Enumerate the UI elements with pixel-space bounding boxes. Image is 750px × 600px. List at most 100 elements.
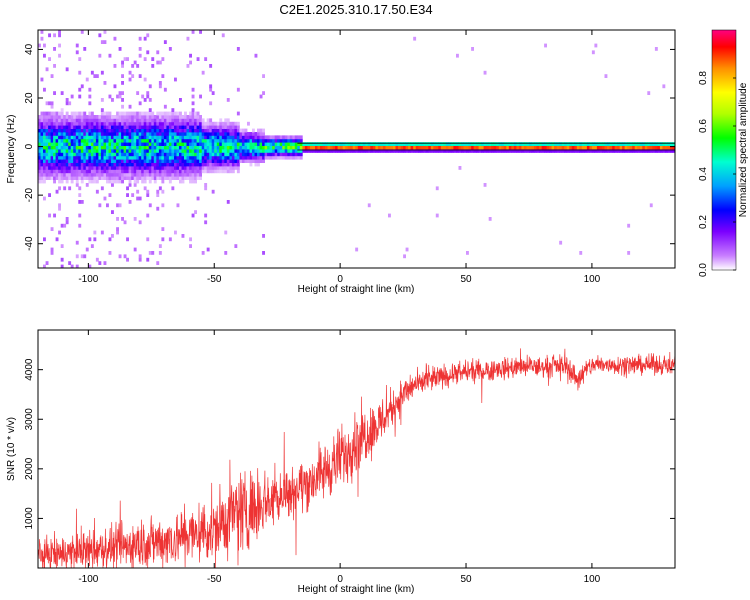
spectrogram-cell [131, 138, 135, 143]
spectrogram-cell [163, 149, 167, 153]
spectrogram-cell [168, 125, 172, 129]
spectrogram-cell [158, 81, 162, 85]
spectrogram-cell [214, 125, 218, 129]
spectrogram-cell [186, 152, 190, 157]
spectrogram-cell [126, 155, 129, 160]
spectrogram-cell [80, 121, 84, 126]
spectrogram-cell [272, 135, 276, 140]
spectrogram-cell [209, 145, 213, 150]
spectrogram-cell [279, 135, 283, 140]
spectrogram-cell [103, 142, 107, 146]
spectrogram-cell [128, 152, 132, 157]
spectrogram-cell [108, 149, 112, 153]
spectrogram-cell [262, 128, 265, 133]
spectrogram-cell [229, 166, 233, 170]
spectrogram-cell [647, 145, 651, 150]
spectrogram-cell [403, 142, 406, 146]
spectrogram-cell [166, 159, 170, 163]
spectrogram-cell [136, 179, 140, 184]
spectrogram-cell [257, 142, 260, 146]
spectrogram-cell [609, 142, 613, 146]
spectrogram-cell [388, 213, 391, 218]
spectrogram-cell [315, 145, 318, 150]
colorbar-tick-label: 0.8 [698, 71, 709, 85]
spectrogram-cell [85, 159, 89, 163]
spectrogram-cell [118, 162, 122, 167]
spectrogram-cell [100, 128, 104, 133]
spectrogram-cell [168, 115, 172, 119]
spectrogram-cell [252, 132, 255, 136]
spectrogram-cell [292, 135, 296, 140]
spectrogram-cell [249, 138, 253, 143]
spectrogram-cell [209, 159, 213, 163]
spectrogram-cell [58, 30, 61, 34]
spectrogram-cell [133, 132, 137, 136]
spectrogram-cell [156, 138, 160, 143]
spectrogram-cell [158, 60, 162, 65]
spectrogram-cell [128, 159, 132, 163]
spectrogram-cell [118, 159, 122, 163]
spectrogram-cell [594, 149, 598, 153]
spectrogram-cell [529, 142, 532, 146]
spectrogram-cell [576, 142, 580, 146]
spectrogram-cell [65, 115, 69, 119]
spectrogram-cell [181, 121, 185, 126]
spectrogram-cell [204, 145, 208, 150]
spectrogram-cell [108, 176, 112, 180]
spectrogram-cell [43, 115, 46, 119]
spectrogram-cell [55, 169, 59, 174]
spectrogram-cell [174, 135, 177, 140]
spectrogram-cell [171, 108, 175, 112]
spectrogram-cell [294, 135, 298, 140]
spectrogram-cell [292, 142, 296, 146]
spectrogram-cell [226, 138, 230, 143]
spectrogram-cell [63, 159, 67, 163]
spectrogram-cell [68, 169, 72, 174]
spectrogram-cell [121, 169, 124, 174]
spectrogram-cell [128, 142, 132, 146]
spectrogram-cell [216, 166, 220, 170]
spectrogram-cell [231, 166, 235, 170]
spectrogram-cell [80, 138, 84, 143]
spectrogram-cell [80, 111, 84, 116]
spectrogram-cell [425, 145, 429, 150]
spectrogram-cell [440, 142, 444, 146]
spectrogram-cell [234, 121, 238, 126]
spectrogram-cell [80, 169, 84, 174]
spectrogram-cell [211, 169, 215, 174]
spectrogram-cell [73, 145, 77, 150]
spectrogram-cell [116, 162, 119, 167]
spectrogram-cell [68, 159, 72, 163]
spectrogram-cell [529, 145, 532, 150]
spectrogram-cell [68, 149, 72, 153]
spectrogram-cell [287, 135, 291, 140]
spectrogram-cell [55, 138, 59, 143]
spectrogram-cell [88, 142, 92, 146]
spectrogram-cell [239, 145, 243, 150]
spectrogram-cell [143, 179, 147, 184]
spectrogram-cell [279, 138, 283, 143]
spectrogram-cell [241, 132, 245, 136]
spectrogram-cell [45, 115, 49, 119]
spectrogram-cell [153, 118, 157, 123]
spectrogram-cell [131, 142, 135, 146]
spectrogram-cell [241, 142, 245, 146]
spectrogram-cell [158, 251, 162, 255]
spectrogram-cell [103, 125, 107, 129]
spectrogram-cell [108, 115, 112, 119]
spectrogram-cell [128, 77, 132, 82]
spectrogram-cell [131, 145, 135, 150]
spectrogram-cell [194, 115, 197, 119]
spectrogram-cell [252, 138, 255, 143]
spectrogram-cell [491, 145, 495, 150]
spectrogram-cell [40, 30, 44, 34]
spectrogram-cell [357, 149, 361, 153]
spectrogram-cell [143, 166, 147, 170]
spectrogram-cell [75, 135, 79, 140]
spectrogram-cell [53, 159, 56, 163]
spectrogram-cell [534, 145, 537, 150]
spectrogram-cell [50, 128, 54, 133]
spectrogram-cell [211, 128, 215, 133]
spectrogram-cell [226, 152, 230, 157]
spectrogram-cell [65, 142, 69, 146]
